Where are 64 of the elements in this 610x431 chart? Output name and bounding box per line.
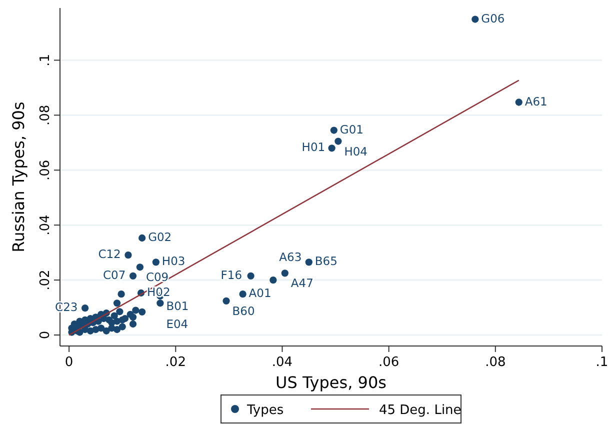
point	[281, 270, 288, 277]
point	[222, 297, 230, 304]
point	[138, 234, 146, 242]
annotation: C07	[103, 268, 126, 282]
point	[116, 308, 124, 316]
annotation: A01	[248, 286, 272, 300]
annotation: G06	[481, 11, 505, 26]
annotation: C09	[146, 270, 169, 284]
point	[118, 290, 125, 298]
point	[118, 323, 126, 330]
point	[328, 144, 336, 152]
point	[330, 126, 338, 134]
x-tick-label: 0	[64, 355, 74, 370]
point	[129, 272, 137, 280]
y-tick-label: .06	[38, 160, 53, 180]
annotation: G01	[340, 122, 364, 136]
point	[118, 316, 126, 324]
annotation: A61	[524, 94, 548, 108]
point	[247, 272, 254, 280]
annotation: A63	[279, 250, 302, 264]
annotation: F16	[220, 268, 242, 282]
y-tick-label: 0	[38, 330, 53, 340]
legend-label: Types	[246, 403, 284, 418]
x-tick-label: .02	[165, 355, 186, 370]
x-tick-label: .08	[485, 355, 506, 370]
point	[102, 327, 110, 334]
point	[515, 98, 522, 106]
annotation: H04	[344, 144, 368, 158]
point	[239, 290, 246, 298]
point	[334, 138, 342, 145]
point	[305, 258, 312, 266]
legend-label: 45 Deg. Line	[379, 403, 462, 418]
point	[92, 326, 100, 334]
point	[138, 308, 146, 316]
point	[81, 304, 89, 312]
y-axis-title: Russian Types, 90s	[9, 102, 28, 252]
x-tick-label: .06	[378, 355, 400, 370]
point	[113, 326, 121, 334]
y-tick-label: .02	[38, 270, 53, 290]
annotation: H03	[162, 254, 186, 268]
y-tick-label: .1	[38, 54, 53, 66]
point	[129, 314, 137, 321]
x-tick-label: .04	[272, 355, 293, 370]
point	[132, 306, 140, 314]
annotation: E04	[166, 317, 188, 332]
point	[124, 251, 132, 259]
point	[270, 276, 277, 284]
point	[113, 300, 121, 307]
point	[136, 264, 144, 271]
x-axis-title: US Types, 90s	[276, 373, 386, 392]
annotation: A47	[290, 276, 314, 290]
annotation: B60	[232, 304, 255, 318]
point	[472, 16, 479, 23]
y-tick-label: .08	[38, 104, 53, 126]
x-tick-label: .1	[596, 355, 608, 370]
annotation: H01	[302, 140, 326, 154]
point	[156, 300, 164, 307]
point	[152, 258, 160, 266]
annotation: B01	[166, 298, 189, 313]
annotation: G02	[148, 230, 172, 244]
annotation: B65	[314, 254, 338, 268]
annotation: C12	[98, 247, 121, 262]
point	[129, 320, 137, 328]
y-tick-label: .04	[38, 214, 53, 236]
